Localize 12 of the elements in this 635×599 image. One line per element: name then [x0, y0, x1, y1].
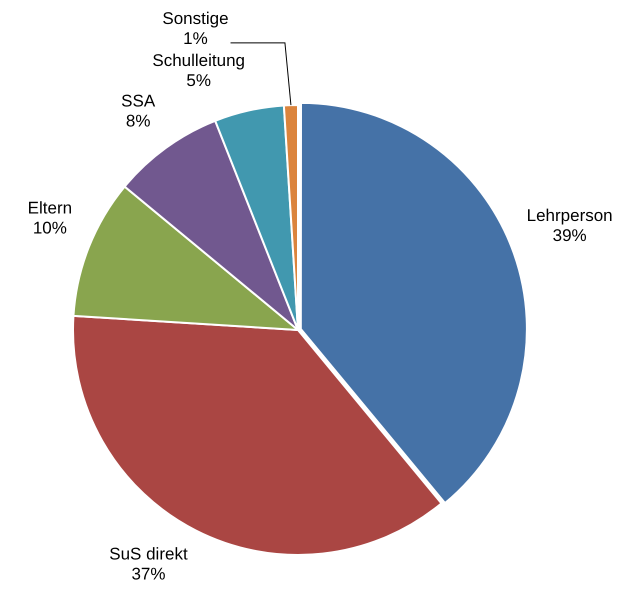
data-label: 5% — [186, 71, 211, 90]
slice-label: Lehrperson — [526, 206, 613, 225]
slice-label: Schulleitung — [152, 51, 245, 70]
data-label: 10% — [32, 218, 67, 238]
slice-label: SSA — [121, 92, 156, 111]
data-label: 39% — [552, 226, 587, 245]
slice-label: Eltern — [28, 198, 72, 218]
data-label: 37% — [131, 564, 166, 584]
slice-label: SuS direkt — [109, 544, 188, 564]
data-label: 1% — [183, 29, 208, 48]
data-label: 8% — [126, 112, 150, 131]
slice-label: Sonstige — [162, 9, 229, 28]
